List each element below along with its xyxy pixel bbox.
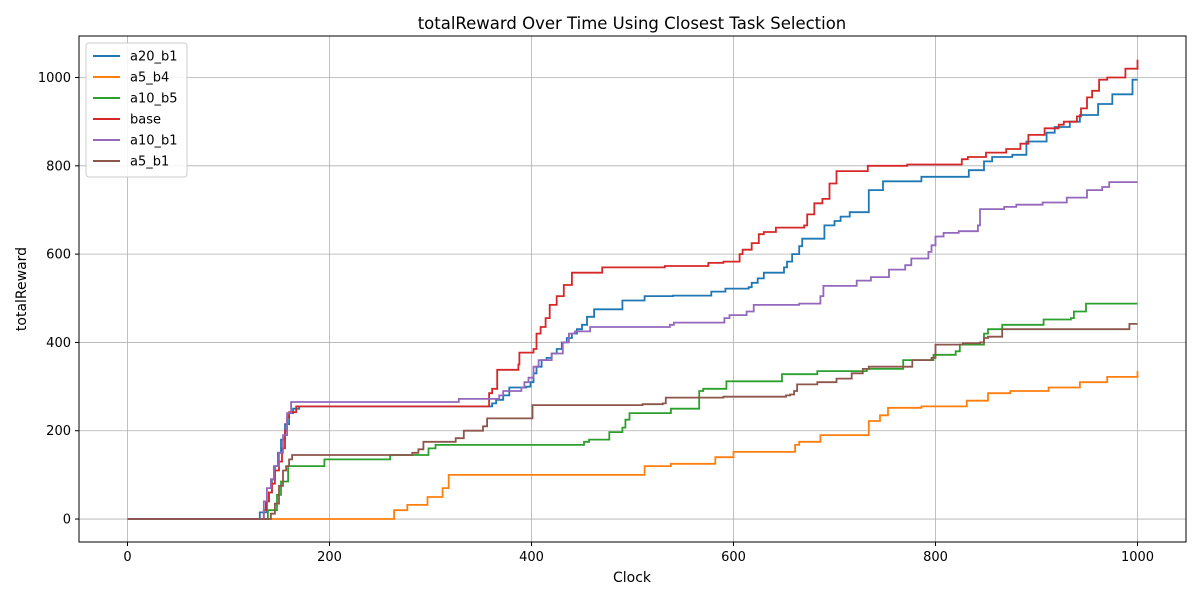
series-line-a10_b1 (127, 181, 1138, 520)
legend-label: base (130, 113, 161, 128)
x-tick-label: 0 (123, 550, 131, 565)
series-line-base (127, 59, 1139, 520)
x-tick-label: 200 (317, 550, 342, 565)
series-layer (127, 59, 1139, 520)
legend-label: a5_b1 (130, 155, 169, 170)
series-line-a5_b4 (127, 371, 1139, 520)
legend-label: a10_b1 (130, 134, 178, 149)
x-tick-label: 1000 (1121, 550, 1154, 565)
legend-label: a5_b4 (130, 71, 169, 86)
y-tick-label: 200 (46, 424, 71, 439)
y-axis-label: totalReward (14, 247, 30, 331)
y-tick-label: 400 (46, 336, 71, 351)
legend-label: a20_b1 (130, 50, 178, 65)
series-line-a10_b5 (127, 302, 1138, 520)
y-tick-label: 0 (63, 513, 71, 528)
legend-label: a10_b5 (130, 92, 178, 107)
y-tick-label: 800 (46, 159, 71, 174)
x-tick-label: 400 (519, 550, 544, 565)
series-line-a5_b1 (127, 323, 1138, 520)
plot-area (79, 36, 1186, 542)
x-tick-label: 600 (721, 550, 746, 565)
plot-frame (78, 35, 1187, 543)
series-line-a20_b1 (127, 78, 1138, 520)
ticks: 0 200 400 600 800 1000 0 200 400 600 800 1000 (38, 71, 1154, 565)
x-tick-label: 800 (923, 550, 948, 565)
y-tick-label: 600 (46, 248, 71, 263)
chart-title: totalReward Over Time Using Closest Task… (418, 14, 847, 33)
y-tick-label: 1000 (38, 71, 71, 86)
x-axis-label: Clock (613, 570, 652, 586)
